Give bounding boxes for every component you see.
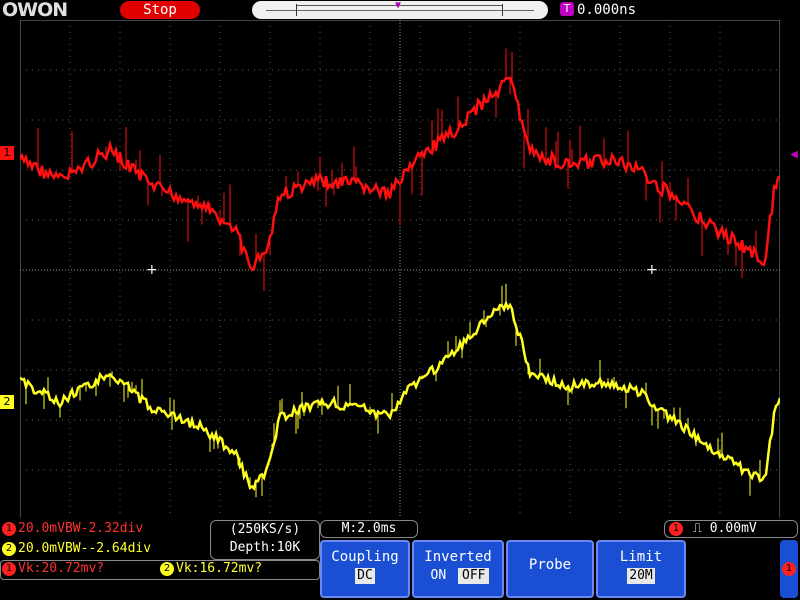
- menu-scroll[interactable]: 1: [780, 540, 798, 598]
- trigger-time-readout: T 0.000ns: [560, 2, 636, 18]
- sample-rate: (250KS/s): [211, 521, 319, 539]
- run-stop-status[interactable]: Stop: [120, 1, 200, 19]
- menu-inverted-off[interactable]: OFF: [458, 568, 489, 584]
- channel-2-badge-icon: 2: [2, 542, 16, 556]
- channel-1-vk: Vk:20.72mv?: [18, 561, 104, 576]
- trigger-badge-icon: T: [560, 2, 574, 16]
- channel-1-measurement: 1 Vk:20.72mv?: [2, 560, 104, 578]
- memory-position-bar: ▼: [252, 1, 548, 19]
- channel-2-ground-marker-icon[interactable]: 2: [0, 395, 14, 409]
- channel-1-info-text: 20.0mVBW-2.32div: [18, 521, 143, 536]
- graticule-cross-right: +: [646, 262, 658, 278]
- channel-1-badge-icon: 1: [2, 522, 16, 536]
- menu-probe-title: Probe: [508, 556, 592, 574]
- waveform-display: + +: [20, 20, 780, 520]
- brand-logo: OWON: [2, 0, 82, 20]
- acquisition-info: (250KS/s) Depth:10K: [210, 520, 320, 560]
- trigger-level-arrow-icon[interactable]: ◀: [790, 147, 798, 162]
- graticule-cross-left: +: [146, 262, 158, 278]
- trigger-level-value: 0.00mV: [710, 521, 757, 536]
- menu-coupling-value: DC: [355, 568, 375, 584]
- trigger-time-value: 0.000ns: [577, 2, 636, 18]
- menu-inverted-on[interactable]: ON: [427, 568, 451, 584]
- trigger-source-badge-icon: 1: [669, 522, 683, 536]
- channel-2-measurement: 2 Vk:16.72mv?: [160, 560, 262, 578]
- memory-depth: Depth:10K: [211, 539, 319, 557]
- trigger-readout[interactable]: 1 ⎍ 0.00mV: [664, 520, 798, 538]
- menu-probe[interactable]: Probe: [506, 540, 594, 598]
- menu-coupling-title: Coupling: [322, 548, 408, 566]
- top-status-bar: OWON Stop ▼ T 0.000ns: [0, 0, 800, 20]
- menu-channel-badge-icon: 1: [782, 562, 796, 576]
- timebase-readout[interactable]: M:2.0ms: [320, 520, 418, 538]
- menu-coupling[interactable]: Coupling DC: [320, 540, 410, 598]
- channel-2-settings[interactable]: 2 20.0mVBW--2.64div: [2, 540, 151, 558]
- channel-2-vk: Vk:16.72mv?: [176, 561, 262, 576]
- channel-2-info-text: 20.0mVBW--2.64div: [18, 541, 151, 556]
- menu-inverted[interactable]: Inverted ON OFF: [412, 540, 504, 598]
- rising-edge-icon: ⎍: [693, 521, 702, 536]
- menu-limit-value: 20M: [627, 568, 654, 584]
- channel-2-meas-badge-icon: 2: [160, 562, 174, 576]
- channel-1-ground-marker-icon[interactable]: 1: [0, 146, 14, 160]
- menu-limit[interactable]: Limit 20M: [596, 540, 686, 598]
- channel-1-settings[interactable]: 1 20.0mVBW-2.32div: [2, 520, 143, 538]
- menu-limit-title: Limit: [598, 548, 684, 566]
- channel-1-meas-badge-icon: 1: [2, 562, 16, 576]
- menu-inverted-title: Inverted: [414, 548, 502, 566]
- bottom-panel: 1 20.0mVBW-2.32div 2 20.0mVBW--2.64div (25…: [0, 518, 800, 600]
- menu-empty-slot: [688, 540, 778, 598]
- trigger-position-marker-icon: ▼: [395, 0, 401, 11]
